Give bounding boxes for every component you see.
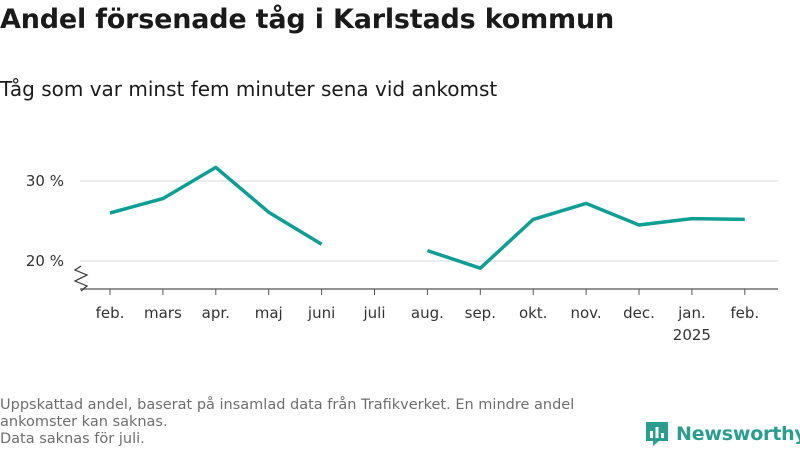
chart-title: Andel försenade tåg i Karlstads kommun [0,4,614,35]
brand: Newsworthy [644,420,800,448]
series-line [426,201,745,270]
x-year-label: 2025 [673,326,711,344]
x-tick-label: apr. [202,304,230,322]
x-tick-label: juni [307,304,335,322]
x-tick-label: dec. [623,304,655,322]
x-tick-label: jan. [677,304,706,322]
series-line [109,165,323,246]
x-tick-label: juli [362,304,385,322]
x-tick-label: mars [144,304,182,322]
footnote: Uppskattad andel, baserat på insamlad da… [0,397,640,448]
y-tick-label: 30 % [26,172,64,190]
chart-subtitle: Tåg som var minst fem minuter sena vid a… [0,77,498,101]
y-tick-label: 20 % [26,252,64,270]
axis-break-icon [73,265,89,292]
footnote-line: Uppskattad andel, baserat på insamlad da… [0,397,575,413]
newsworthy-logo-icon [646,422,668,446]
x-tick-label: okt. [519,304,548,322]
x-tick-label: nov. [571,304,602,322]
x-tick-label: feb. [730,304,759,322]
footnote-line: ankomster kan saknas. [0,414,168,430]
x-tick-label: feb. [96,304,125,322]
x-tick-label: sep. [465,304,496,322]
x-tick-label: maj [255,304,283,322]
x-tick-label: aug. [411,304,444,322]
brand-label: Newsworthy [676,423,800,445]
footnote-line: Data saknas för juli. [0,431,145,447]
